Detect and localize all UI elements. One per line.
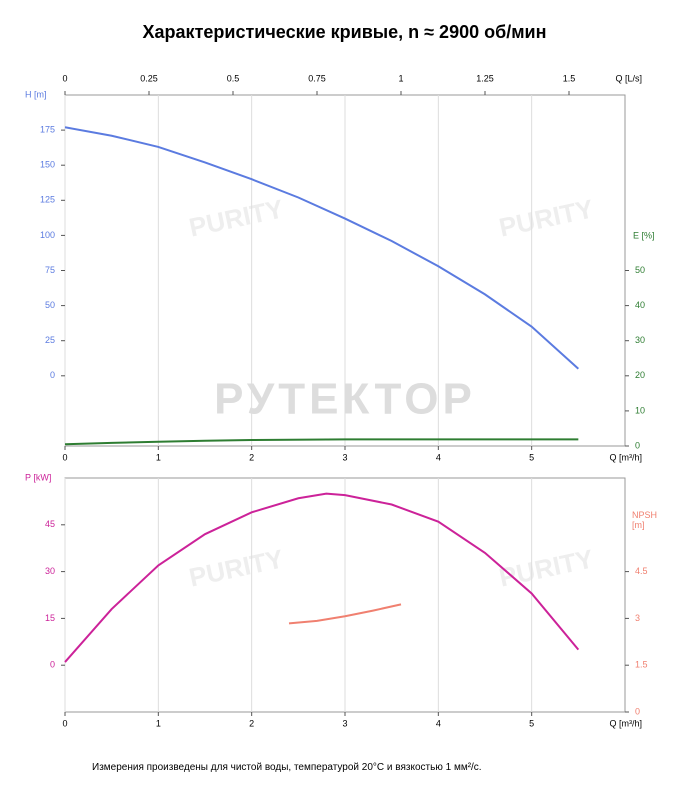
series-line [64,492,580,663]
y2-tick-label: 0 [635,706,640,716]
watermark: PURITY [496,193,595,242]
x-tick-label: 4 [436,452,441,462]
watermark: PURITY [186,193,285,242]
watermark: РУТЕКТОР [214,375,476,424]
x-tick-label: 2 [249,718,254,728]
x2-tick-label: 1.5 [563,73,576,83]
series-line [64,438,579,446]
y2-axis-label: NPSH [m] [632,510,658,530]
y2-tick-label: 20 [635,370,645,380]
y2-tick-label: 50 [635,265,645,275]
y-axis-label: H [m] [25,89,47,99]
y2-tick-label: 4.5 [635,566,648,576]
x-tick-label: 4 [436,718,441,728]
y-tick-label: 45 [45,519,55,529]
x-tick-label: 0 [62,452,67,462]
x2-tick-label: 0.5 [227,73,240,83]
y-tick-label: 0 [50,660,55,670]
x-tick-label: 1 [156,452,161,462]
y2-tick-label: 10 [635,405,645,415]
x-tick-label: 0 [62,718,67,728]
watermark: PURITY [186,543,285,592]
y2-axis-label: E [%] [633,230,655,240]
x2-tick-label: 0.75 [308,73,326,83]
y-tick-label: 25 [45,335,55,345]
y2-tick-label: 40 [635,300,645,310]
x-tick-label: 5 [529,452,534,462]
series-line [64,126,580,370]
y2-tick-label: 0 [635,440,640,450]
y-axis-label: P [kW] [25,472,51,482]
y-tick-label: 150 [40,160,55,170]
x-tick-label: 2 [249,452,254,462]
y-tick-label: 100 [40,230,55,240]
y-tick-label: 15 [45,613,55,623]
watermark: PURITY [496,543,595,592]
x-tick-label: 3 [342,452,347,462]
x-tick-label: 5 [529,718,534,728]
x2-tick-label: 0.25 [140,73,158,83]
x-axis-label: Q [m³/h] [609,452,642,462]
y-tick-label: 75 [45,265,55,275]
x2-tick-label: 1.25 [476,73,494,83]
footnote: Измерения произведены для чистой воды, т… [92,762,482,773]
x-axis-label: Q [m³/h] [609,718,642,728]
page-title: Характеристические кривые, n ≈ 2900 об/м… [142,22,547,42]
y2-tick-label: 30 [635,335,645,345]
y-tick-label: 50 [45,300,55,310]
y-tick-label: 0 [50,370,55,380]
x-tick-label: 3 [342,718,347,728]
y-tick-label: 125 [40,195,55,205]
x2-axis-label: Q [L/s] [615,73,642,83]
x2-tick-label: 1 [398,73,403,83]
x2-tick-label: 0 [62,73,67,83]
y-tick-label: 175 [40,124,55,134]
x-tick-label: 1 [156,718,161,728]
series-line [288,603,402,625]
y2-tick-label: 3 [635,613,640,623]
y-tick-label: 30 [45,566,55,576]
y2-tick-label: 1.5 [635,660,648,670]
